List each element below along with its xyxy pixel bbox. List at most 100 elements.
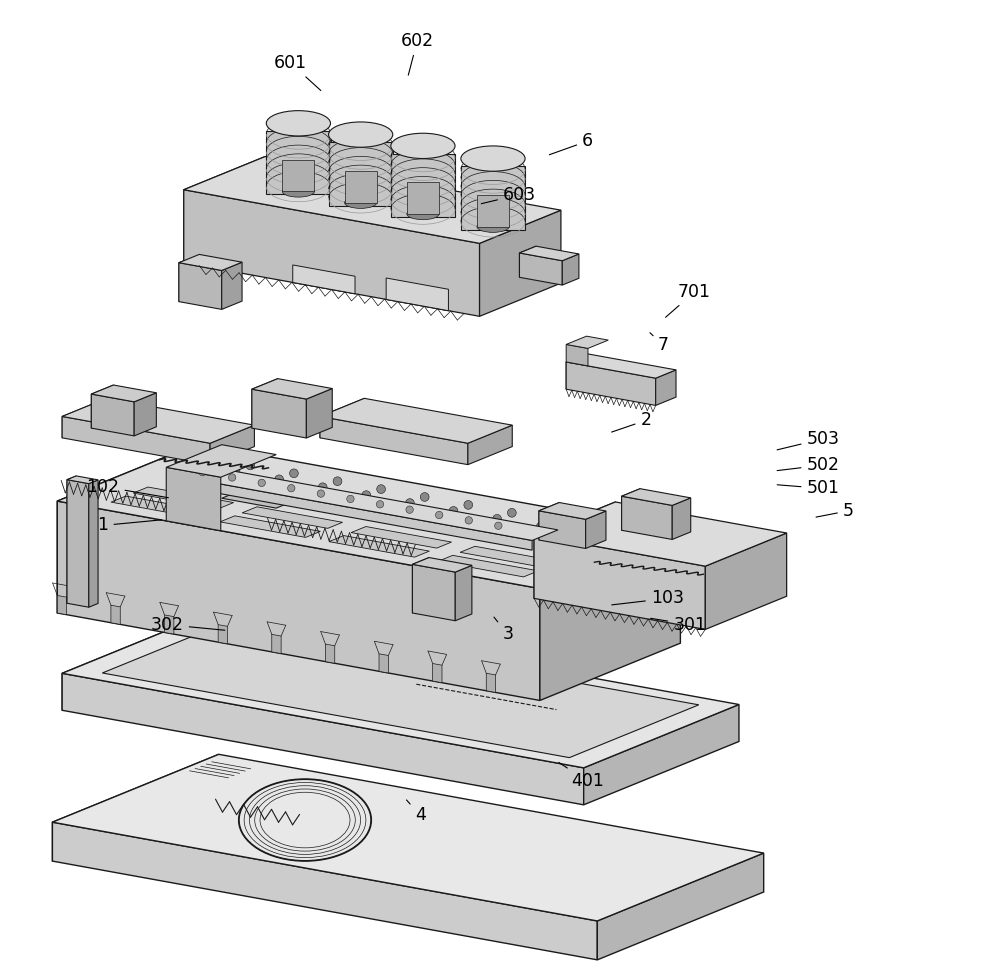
FancyBboxPatch shape xyxy=(345,171,377,202)
Polygon shape xyxy=(566,362,656,406)
Polygon shape xyxy=(91,385,156,402)
Polygon shape xyxy=(468,425,512,465)
Circle shape xyxy=(376,500,384,508)
Polygon shape xyxy=(320,398,512,444)
Polygon shape xyxy=(184,157,561,243)
Circle shape xyxy=(202,453,211,462)
Polygon shape xyxy=(218,625,227,644)
Polygon shape xyxy=(519,253,562,285)
Polygon shape xyxy=(412,558,429,613)
Polygon shape xyxy=(320,416,468,465)
Polygon shape xyxy=(89,480,98,607)
Polygon shape xyxy=(184,190,480,316)
Polygon shape xyxy=(562,254,579,285)
Circle shape xyxy=(188,459,196,468)
Polygon shape xyxy=(412,558,472,572)
Polygon shape xyxy=(222,487,302,508)
FancyBboxPatch shape xyxy=(407,182,439,214)
Circle shape xyxy=(362,490,371,499)
Polygon shape xyxy=(133,487,234,509)
Polygon shape xyxy=(386,291,469,310)
Circle shape xyxy=(258,479,265,486)
Polygon shape xyxy=(52,822,597,959)
Polygon shape xyxy=(179,254,242,270)
Polygon shape xyxy=(52,754,219,861)
Polygon shape xyxy=(480,210,561,316)
Polygon shape xyxy=(62,610,739,768)
Circle shape xyxy=(580,530,589,539)
Polygon shape xyxy=(433,664,442,683)
FancyBboxPatch shape xyxy=(329,142,393,205)
Polygon shape xyxy=(57,595,67,615)
FancyBboxPatch shape xyxy=(461,166,525,230)
Polygon shape xyxy=(306,388,332,438)
Circle shape xyxy=(464,500,473,509)
Polygon shape xyxy=(534,535,705,630)
Polygon shape xyxy=(67,480,89,607)
Polygon shape xyxy=(379,654,388,673)
Polygon shape xyxy=(165,615,174,634)
Polygon shape xyxy=(293,265,355,294)
Polygon shape xyxy=(252,389,306,438)
Polygon shape xyxy=(325,644,335,664)
Text: 602: 602 xyxy=(401,32,434,75)
Polygon shape xyxy=(174,465,558,540)
Text: 4: 4 xyxy=(406,800,426,824)
Text: 3: 3 xyxy=(494,617,513,643)
FancyBboxPatch shape xyxy=(477,195,509,227)
Polygon shape xyxy=(91,394,134,436)
Circle shape xyxy=(465,517,472,524)
Polygon shape xyxy=(174,476,532,550)
Circle shape xyxy=(551,517,560,525)
Polygon shape xyxy=(672,498,691,539)
Ellipse shape xyxy=(477,221,509,233)
Text: 503: 503 xyxy=(777,430,840,450)
Polygon shape xyxy=(597,853,764,959)
Polygon shape xyxy=(220,516,320,537)
Polygon shape xyxy=(622,496,672,539)
Polygon shape xyxy=(622,488,640,530)
Polygon shape xyxy=(412,564,455,621)
Circle shape xyxy=(406,498,414,508)
Polygon shape xyxy=(272,634,281,654)
Polygon shape xyxy=(539,511,586,549)
Polygon shape xyxy=(252,378,278,428)
Polygon shape xyxy=(438,556,538,577)
FancyBboxPatch shape xyxy=(391,154,455,217)
Polygon shape xyxy=(486,673,496,693)
Polygon shape xyxy=(586,511,606,549)
Circle shape xyxy=(406,506,413,514)
Polygon shape xyxy=(622,488,691,505)
Text: 502: 502 xyxy=(777,456,840,474)
Text: 1: 1 xyxy=(98,517,162,534)
Polygon shape xyxy=(539,502,559,540)
Polygon shape xyxy=(584,704,739,805)
Polygon shape xyxy=(62,610,217,710)
Circle shape xyxy=(318,483,327,491)
Circle shape xyxy=(288,485,295,492)
Polygon shape xyxy=(102,620,699,758)
Circle shape xyxy=(290,469,298,478)
Polygon shape xyxy=(252,378,332,399)
Text: 401: 401 xyxy=(559,763,604,790)
Polygon shape xyxy=(210,425,254,465)
Polygon shape xyxy=(320,398,364,438)
Polygon shape xyxy=(111,605,120,625)
Ellipse shape xyxy=(461,146,525,171)
Text: 501: 501 xyxy=(777,480,840,497)
Polygon shape xyxy=(539,502,606,520)
Polygon shape xyxy=(62,673,584,805)
Polygon shape xyxy=(386,278,448,310)
Ellipse shape xyxy=(266,111,331,136)
Text: 301: 301 xyxy=(651,616,706,633)
Circle shape xyxy=(228,474,236,482)
Polygon shape xyxy=(166,467,221,530)
Polygon shape xyxy=(57,444,198,613)
Circle shape xyxy=(275,475,284,484)
Ellipse shape xyxy=(329,122,393,147)
Text: 5: 5 xyxy=(816,502,854,520)
Circle shape xyxy=(495,523,502,529)
Polygon shape xyxy=(57,501,540,701)
Polygon shape xyxy=(351,526,452,548)
Text: 302: 302 xyxy=(151,616,225,633)
